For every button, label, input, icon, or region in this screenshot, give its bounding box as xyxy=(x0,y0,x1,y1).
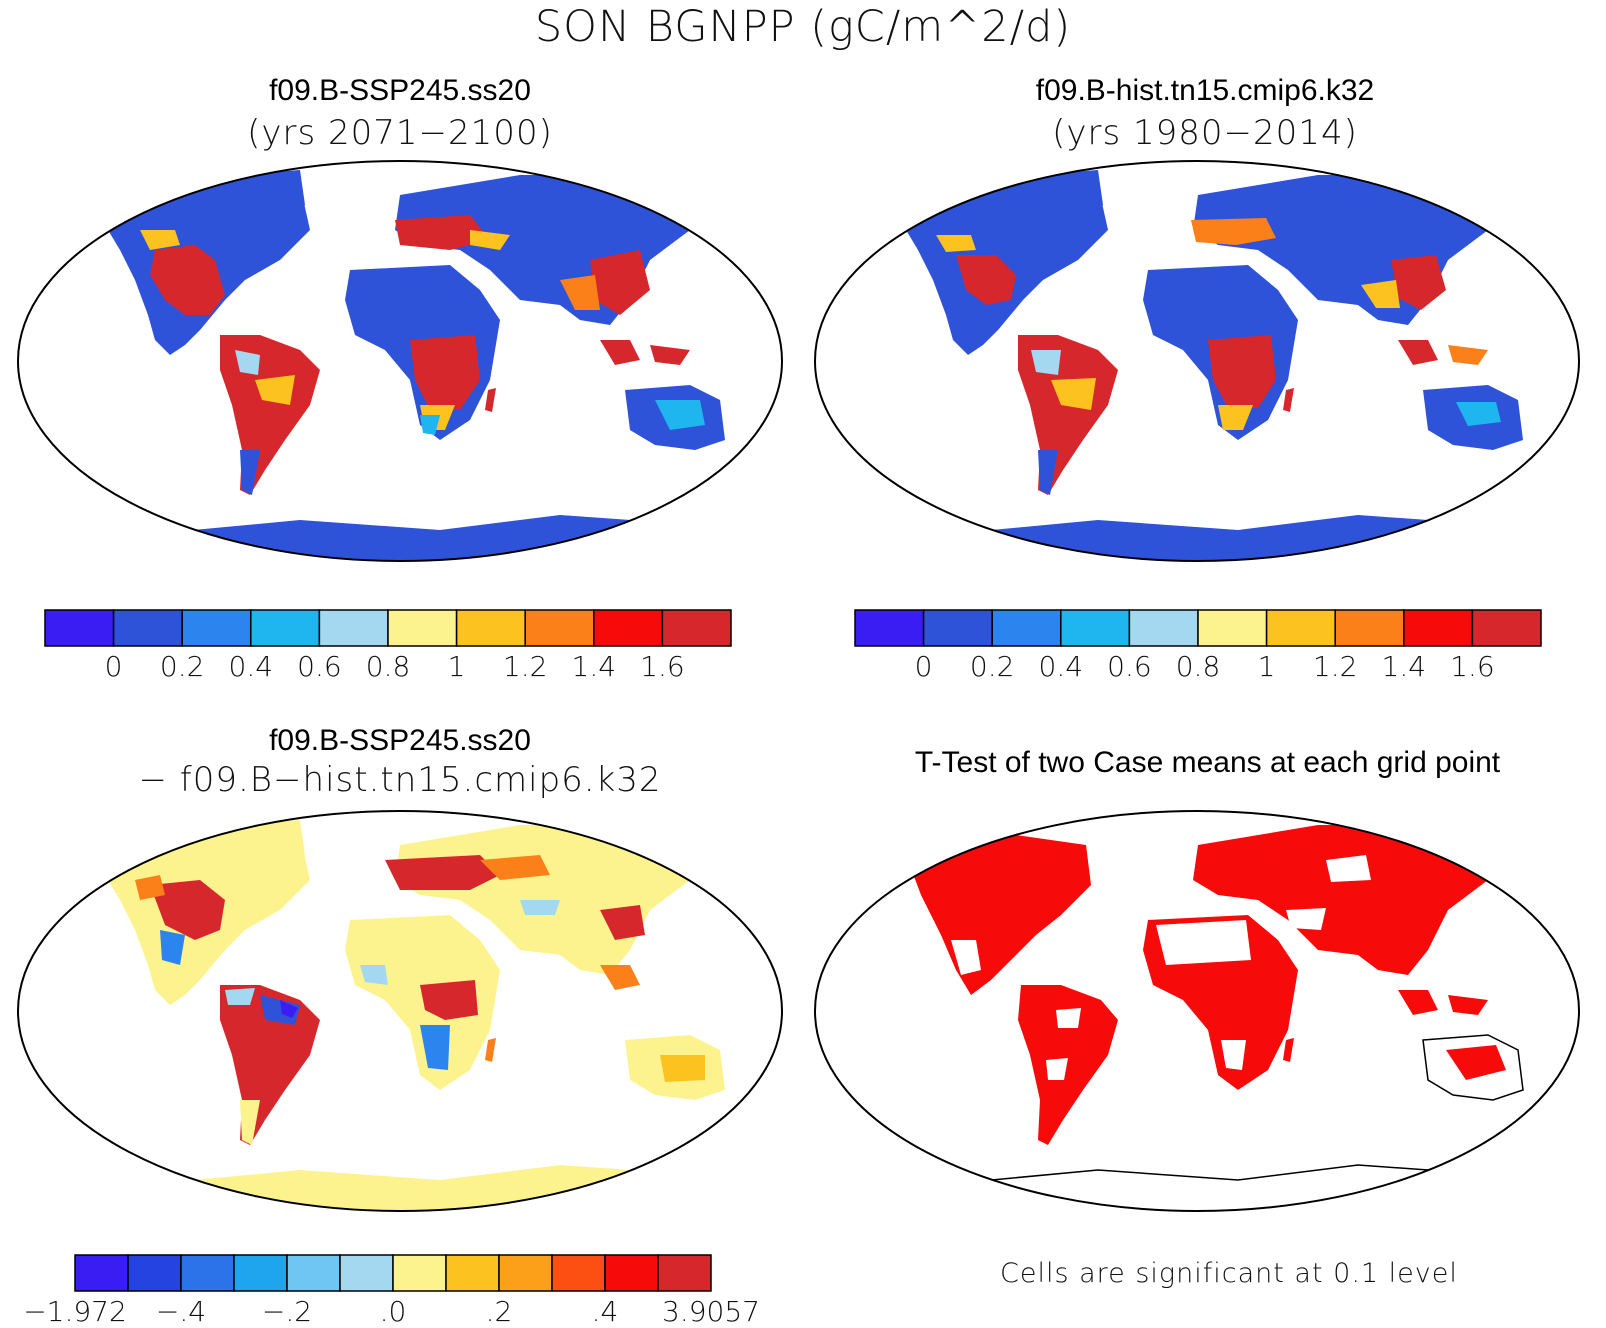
panel-title-top-right: f09.B-hist.tn15.cmip6.k32 xyxy=(1035,74,1375,107)
colorbar-swatch xyxy=(661,609,732,647)
figure-title: SON BGNPP (gC/m^2/d) xyxy=(534,2,1072,52)
significant-eurasia xyxy=(1193,825,1498,975)
panel-subtitle-top-left: (yrs 2071−2100) xyxy=(247,113,553,153)
colorbar-swatch xyxy=(339,1254,394,1292)
colorbar-swatch xyxy=(181,609,252,647)
colorbar-tick-label: 0.4 xyxy=(1038,650,1084,683)
colorbar-swatch xyxy=(1403,609,1474,647)
colorbar-top-right xyxy=(854,609,1542,647)
colorbar-swatch xyxy=(1060,609,1131,647)
map-bottom-right xyxy=(814,810,1580,1212)
panel-subtitle-bottom-left: − f09.B−hist.tn15.cmip6.k32 xyxy=(138,760,662,800)
colorbar-swatch xyxy=(392,1254,447,1292)
colorbar-swatch xyxy=(318,609,389,647)
colorbar-swatch xyxy=(593,609,664,647)
colorbar-tick-label: 1.4 xyxy=(571,650,617,683)
colorbar-swatch xyxy=(991,609,1062,647)
colorbar-tick-label: 0.2 xyxy=(159,650,205,683)
map-outline xyxy=(814,810,1580,1212)
colorbar-swatch xyxy=(854,609,925,647)
continent-south-america xyxy=(220,335,320,495)
colorbar-swatch xyxy=(112,609,183,647)
colorbar-swatch xyxy=(1197,609,1268,647)
coastline-antarctica xyxy=(937,1164,1499,1186)
panel-subtitle-top-right: (yrs 1980−2014) xyxy=(1052,113,1358,153)
colorbar-swatch xyxy=(250,609,321,647)
colorbar-tick-label: 1 xyxy=(447,650,466,683)
significant-south-america xyxy=(1018,985,1118,1145)
map-top-left xyxy=(17,160,783,562)
colorbar-swatch xyxy=(1334,609,1405,647)
colorbar-tick-label: 1.2 xyxy=(502,650,548,683)
colorbar-tick-label: 0 xyxy=(914,650,933,683)
colorbar-tick-label: 1 xyxy=(1257,650,1276,683)
continent-south-america xyxy=(1018,335,1118,495)
continent-greenland xyxy=(230,820,305,880)
colorbar-tick-label: −1.972 xyxy=(23,1295,127,1328)
colorbar-swatch xyxy=(455,609,526,647)
colorbar-swatch xyxy=(1265,609,1336,647)
colorbar-swatch xyxy=(180,1254,235,1292)
panel-title-bottom-right: T-Test of two Case means at each grid po… xyxy=(914,746,1501,779)
map-bottom-left xyxy=(17,810,783,1212)
colorbar-swatch xyxy=(127,1254,182,1292)
colorbar-swatch xyxy=(922,609,993,647)
colorbar-tick-label: .4 xyxy=(591,1295,619,1328)
map-outline xyxy=(17,160,783,562)
colorbar-swatch xyxy=(445,1254,500,1292)
colorbar-tick-label: 1.4 xyxy=(1381,650,1427,683)
colorbar-tick-label: 3.9057 xyxy=(662,1295,760,1328)
map-top-right xyxy=(814,160,1580,562)
colorbar-tick-label: 1.2 xyxy=(1312,650,1358,683)
colorbar-tick-label: −.2 xyxy=(261,1295,313,1328)
colorbar-swatch xyxy=(233,1254,288,1292)
colorbar-tick-label: 0.8 xyxy=(1175,650,1221,683)
colorbar-swatch xyxy=(286,1254,341,1292)
colorbar-swatch xyxy=(551,1254,606,1292)
panel-title-top-left: f09.B-SSP245.ss20 xyxy=(269,74,531,107)
colorbar-swatch xyxy=(1128,609,1199,647)
colorbar-swatch xyxy=(657,1254,712,1292)
colorbar-tick-label: 1.6 xyxy=(1450,650,1495,683)
panel-title-bottom-left: f09.B-SSP245.ss20 xyxy=(269,724,531,757)
colorbar-tick-label: 0.6 xyxy=(1107,650,1152,683)
colorbar-swatch xyxy=(604,1254,659,1292)
continent-greenland xyxy=(1028,170,1103,230)
significant-australia xyxy=(1446,1045,1506,1080)
colorbar-tick-label: 1.6 xyxy=(640,650,685,683)
colorbar-bottom-left xyxy=(74,1254,712,1292)
colorbar-tick-label: 0.2 xyxy=(969,650,1015,683)
colorbar-swatch xyxy=(524,609,595,647)
significant-north-america xyxy=(906,835,1091,995)
colorbar-swatch xyxy=(498,1254,553,1292)
coastline-australia xyxy=(1422,1034,1524,1101)
colorbar-swatch xyxy=(387,609,458,647)
colorbar-swatch xyxy=(74,1254,129,1292)
continent-greenland xyxy=(230,170,305,230)
colorbar-tick-label: 0.6 xyxy=(297,650,342,683)
colorbar-tick-label: 0.8 xyxy=(365,650,411,683)
colorbar-swatch xyxy=(1471,609,1542,647)
map-outline xyxy=(17,810,783,1212)
colorbar-tick-label: 0.4 xyxy=(228,650,274,683)
colorbar-top-left xyxy=(44,609,732,647)
map-outline xyxy=(814,160,1580,562)
colorbar-tick-label: 0 xyxy=(104,650,123,683)
colorbar-tick-label: .0 xyxy=(379,1295,407,1328)
significance-note: Cells are significant at 0.1 level xyxy=(1000,1258,1458,1289)
colorbar-tick-label: .2 xyxy=(485,1295,513,1328)
continent-africa xyxy=(345,915,500,1090)
colorbar-swatch xyxy=(44,609,115,647)
colorbar-tick-label: −.4 xyxy=(155,1295,207,1328)
